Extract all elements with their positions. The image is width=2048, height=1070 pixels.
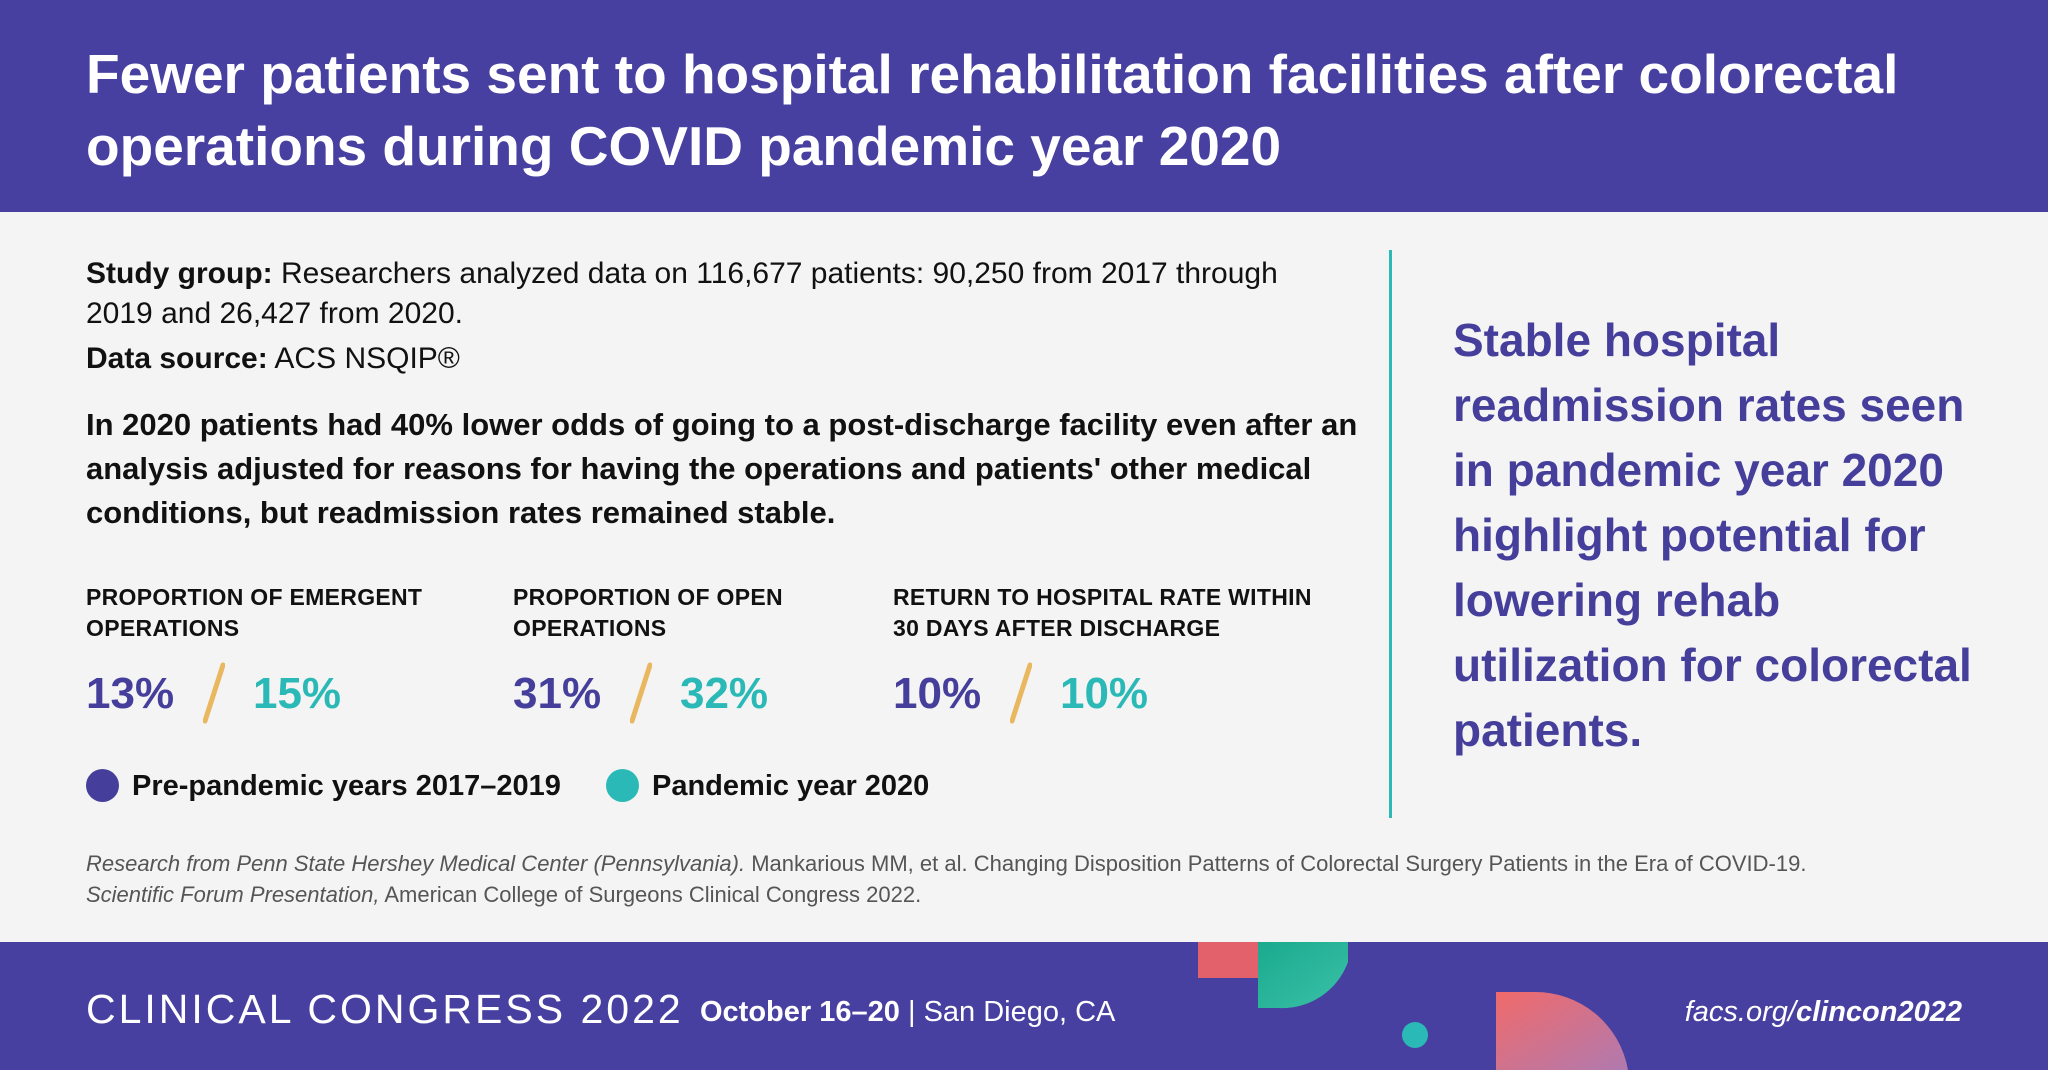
data-source-label: Data source: — [86, 342, 268, 375]
key-finding: In 2020 patients had 40% lower odds of g… — [86, 407, 1358, 530]
stat-title-line: PROPORTION OF EMERGENT — [86, 584, 423, 610]
data-source: Data source: ACS NSQIP® — [86, 339, 460, 379]
stat-title-line: PROPORTION OF OPEN — [513, 584, 783, 610]
date-range: October 16–20 — [700, 996, 900, 1028]
citation-line: Research from Penn State Hershey Medical… — [86, 848, 1986, 879]
stat-emergent-operations: PROPORTION OF EMERGENT OPERATIONS 13% 15… — [86, 582, 422, 724]
pandemic-value: 10% — [1059, 669, 1149, 718]
page-title: Fewer patients sent to hospital rehabili… — [86, 43, 1899, 177]
slash-divider-icon — [202, 662, 225, 724]
citation: Research from Penn State Hershey Medical… — [86, 848, 1986, 910]
url-prefix: facs.org/ — [1684, 996, 1796, 1028]
header-banner: Fewer patients sent to hospital rehabili… — [0, 0, 2048, 212]
stat-return-to-hospital: RETURN TO HOSPITAL RATE WITHIN 30 DAYS A… — [893, 582, 1312, 724]
congress-dates: October 16–20 | San Diego, CA — [700, 992, 1115, 1032]
stat-title-line: 30 DAYS AFTER DISCHARGE — [893, 615, 1221, 641]
study-group-label: Study group: — [86, 257, 273, 290]
pandemic-value: 15% — [252, 669, 342, 718]
url-path: clincon2022 — [1795, 996, 1962, 1028]
stat-values: 13% 15% — [86, 662, 342, 734]
decorative-shapes-icon — [1198, 942, 1628, 1070]
congress-name: CLINICAL CONGRESS 2022 — [86, 986, 684, 1032]
pre-pandemic-value: 10% — [893, 669, 982, 718]
citation-forum: Scientific Forum Presentation, — [86, 882, 380, 907]
stat-title: PROPORTION OF OPEN OPERATIONS — [513, 582, 783, 644]
pandemic-dot-icon — [606, 769, 639, 802]
stat-values: 31% 32% — [513, 662, 769, 734]
vertical-divider — [1389, 250, 1392, 818]
stat-title-line: OPERATIONS — [86, 615, 240, 641]
citation-authors: Mankarious MM, et al. Changing Dispositi… — [751, 851, 1807, 876]
highlight-callout: Stable hospital readmission rates seen i… — [1453, 314, 1972, 756]
congress-url[interactable]: facs.org/clincon2022 — [1685, 992, 1962, 1032]
stat-title: RETURN TO HOSPITAL RATE WITHIN 30 DAYS A… — [893, 582, 1312, 644]
footer-banner: CLINICAL CONGRESS 2022 October 16–20 | S… — [0, 942, 2048, 1070]
stat-title: PROPORTION OF EMERGENT OPERATIONS — [86, 582, 422, 644]
slash-divider-icon — [1009, 662, 1032, 724]
stat-open-operations: PROPORTION OF OPEN OPERATIONS 31% 32% — [513, 582, 783, 724]
data-source-text: ACS NSQIP® — [274, 342, 460, 375]
pre-pandemic-value: 31% — [513, 669, 602, 718]
slash-divider-icon — [629, 662, 652, 724]
separator: | — [907, 996, 916, 1028]
location: San Diego, CA — [923, 996, 1116, 1028]
stat-values: 10% 10% — [893, 662, 1149, 734]
legend-label: Pre-pandemic years 2017–2019 — [132, 770, 561, 802]
pandemic-value: 32% — [679, 669, 769, 718]
citation-line: Scientific Forum Presentation, American … — [86, 879, 1986, 910]
stat-title-line: RETURN TO HOSPITAL RATE WITHIN — [893, 584, 1312, 610]
citation-venue: American College of Surgeons Clinical Co… — [384, 882, 922, 907]
study-group: Study group: Researchers analyzed data o… — [86, 254, 1286, 334]
stat-title-line: OPERATIONS — [513, 615, 667, 641]
legend-label: Pandemic year 2020 — [652, 770, 930, 802]
pre-pandemic-value: 13% — [86, 669, 175, 718]
pre-pandemic-dot-icon — [86, 769, 119, 802]
study-group-text: Researchers analyzed data on 116,677 pat… — [86, 257, 1278, 330]
citation-research: Research from Penn State Hershey Medical… — [86, 851, 746, 876]
